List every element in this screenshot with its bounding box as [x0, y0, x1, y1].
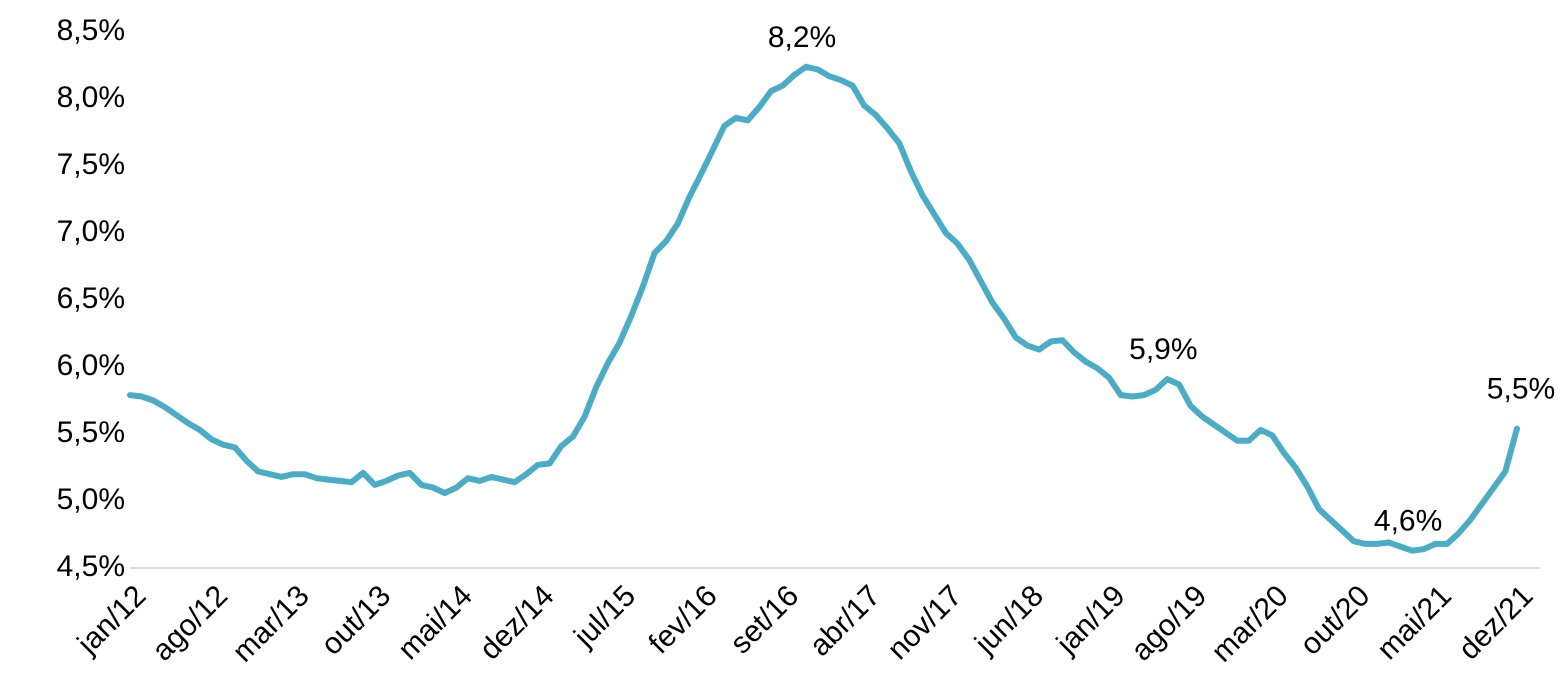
- x-tick-label: jan/19: [1050, 579, 1132, 661]
- x-tick-label: mai/14: [392, 579, 479, 666]
- x-tick-label: mai/21: [1371, 579, 1458, 666]
- x-tick-label: out/20: [1294, 579, 1376, 661]
- x-tick-label: out/13: [315, 579, 397, 661]
- y-tick-label: 7,5%: [57, 148, 125, 181]
- x-tick-label: dez/21: [1453, 579, 1540, 666]
- y-tick-label: 8,0%: [57, 81, 125, 114]
- x-tick-label: jul/15: [567, 579, 642, 654]
- x-tick-label: mar/13: [226, 579, 315, 668]
- data-label: 8,2%: [768, 21, 836, 54]
- x-tick-label: mar/20: [1205, 579, 1294, 668]
- x-tick-label: dez/14: [473, 579, 560, 666]
- data-label: 5,9%: [1129, 333, 1197, 366]
- x-tick-label: abr/17: [803, 579, 886, 662]
- data-label: 5,5%: [1487, 373, 1555, 406]
- y-tick-label: 6,0%: [57, 349, 125, 382]
- x-tick-label: nov/17: [881, 579, 968, 666]
- data-label: 4,6%: [1374, 505, 1442, 538]
- x-tick-label: jan/12: [71, 579, 153, 661]
- y-tick-label: 4,5%: [57, 550, 125, 583]
- y-tick-label: 5,0%: [57, 483, 125, 516]
- y-tick-label: 8,5%: [57, 14, 125, 47]
- data-line: [127, 63, 1520, 554]
- y-tick-label: 5,5%: [57, 416, 125, 449]
- x-tick-label: set/16: [724, 579, 805, 660]
- y-tick-label: 6,5%: [57, 282, 125, 315]
- y-tick-label: 7,0%: [57, 215, 125, 248]
- x-tick-label: fev/16: [643, 579, 724, 660]
- x-tick-label: jun/18: [968, 579, 1050, 661]
- x-tick-label: ago/12: [146, 579, 234, 667]
- x-tick-label: ago/19: [1125, 579, 1213, 667]
